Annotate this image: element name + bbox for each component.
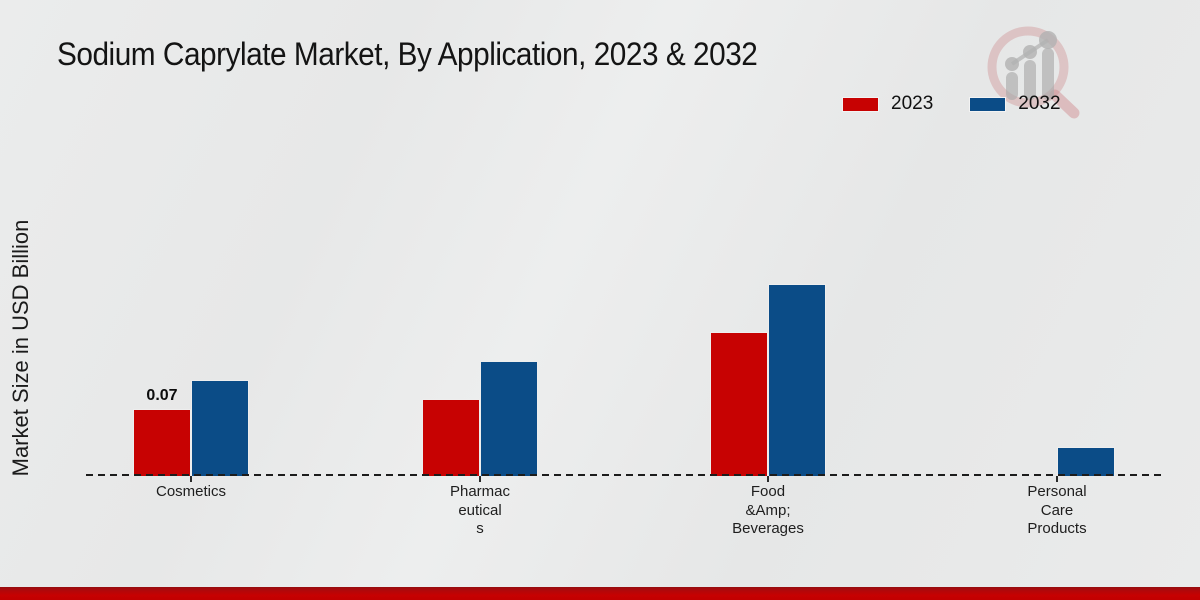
legend-label-2032: 2032 <box>1018 93 1061 114</box>
category-label: Cosmetics <box>155 483 226 500</box>
bar-2032-category-1 <box>480 361 538 476</box>
legend-swatch-2032 <box>969 96 1007 112</box>
category-label: Pharmac eutical s <box>449 483 511 537</box>
x-axis-tick <box>190 476 192 482</box>
x-axis-tick <box>479 476 481 482</box>
watermark-logo-icon <box>987 26 1080 119</box>
category-label: Personal Care Products <box>1027 483 1087 537</box>
legend: 2023 2032 <box>842 93 1061 115</box>
chart-title: Sodium Caprylate Market, By Application,… <box>57 36 758 72</box>
legend-swatch-2023 <box>842 96 879 112</box>
legend-item-2032: 2032 <box>969 93 1061 115</box>
bar-2023-category-1 <box>422 399 480 476</box>
legend-item-2023: 2023 <box>842 93 933 115</box>
bar-2032-category-0 <box>191 380 249 476</box>
legend-label-2023: 2023 <box>891 93 934 114</box>
bottom-ribbon <box>0 587 1200 600</box>
bar-2032-category-3 <box>1057 447 1115 476</box>
bar-2032-category-2 <box>768 284 826 476</box>
bar-value-label: 0.07 <box>146 387 178 404</box>
category-label: Food &Amp; Beverages <box>732 483 804 537</box>
bar-2023-category-0 <box>133 409 191 476</box>
x-axis-tick <box>1056 476 1058 482</box>
bar-2023-category-2 <box>710 332 768 476</box>
x-axis-tick <box>767 476 769 482</box>
x-axis-baseline <box>86 474 1163 476</box>
